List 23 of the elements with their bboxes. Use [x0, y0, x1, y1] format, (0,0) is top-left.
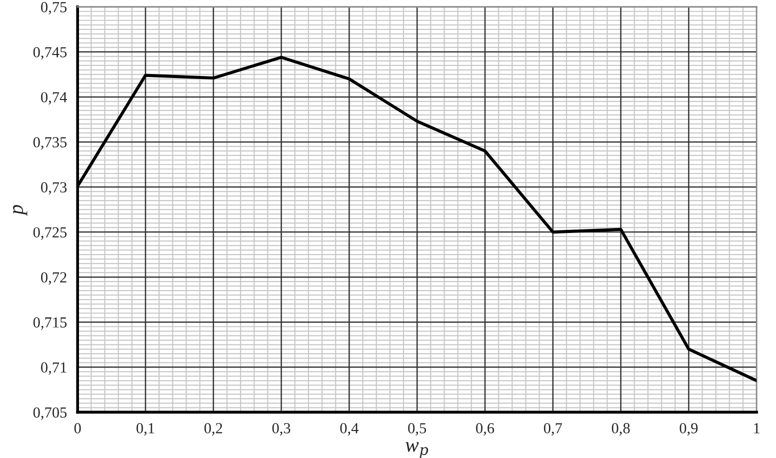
x-tick-label: 0,2: [204, 423, 222, 436]
y-tick-label: 0,705: [33, 407, 67, 420]
y-tick-label: 0,725: [33, 227, 67, 240]
y-tick-label: 0,72: [41, 272, 66, 285]
y-tick-label: 0,74: [41, 92, 67, 105]
x-tick-label: 0,1: [136, 423, 154, 436]
y-tick-label: 0,73: [41, 182, 67, 195]
y-tick-label: 0,735: [33, 137, 67, 150]
y-tick-label: 0,745: [33, 47, 67, 60]
x-tick-label: 0,3: [272, 423, 290, 436]
x-tick-label: 0,7: [544, 423, 562, 436]
y-tick-label: 0,71: [41, 362, 66, 375]
x-tick-label: 0,5: [408, 423, 426, 436]
x-tick-label: 0,6: [476, 423, 494, 436]
x-tick-label: 0,9: [680, 423, 698, 436]
x-axis-title: w$_{p}$: [406, 442, 428, 458]
x-tick-label: 0,4: [340, 423, 359, 436]
x-tick-label: 0,8: [612, 423, 630, 436]
x-tick-label: 1: [754, 423, 760, 434]
y-tick-label: 0,75: [41, 2, 67, 15]
y-axis-title: p: [13, 204, 28, 216]
y-tick-label: 0,715: [33, 317, 67, 330]
x-tick-label: 0: [74, 423, 81, 434]
